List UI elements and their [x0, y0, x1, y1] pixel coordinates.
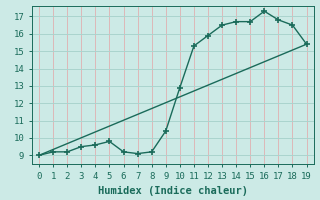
X-axis label: Humidex (Indice chaleur): Humidex (Indice chaleur): [98, 186, 248, 196]
